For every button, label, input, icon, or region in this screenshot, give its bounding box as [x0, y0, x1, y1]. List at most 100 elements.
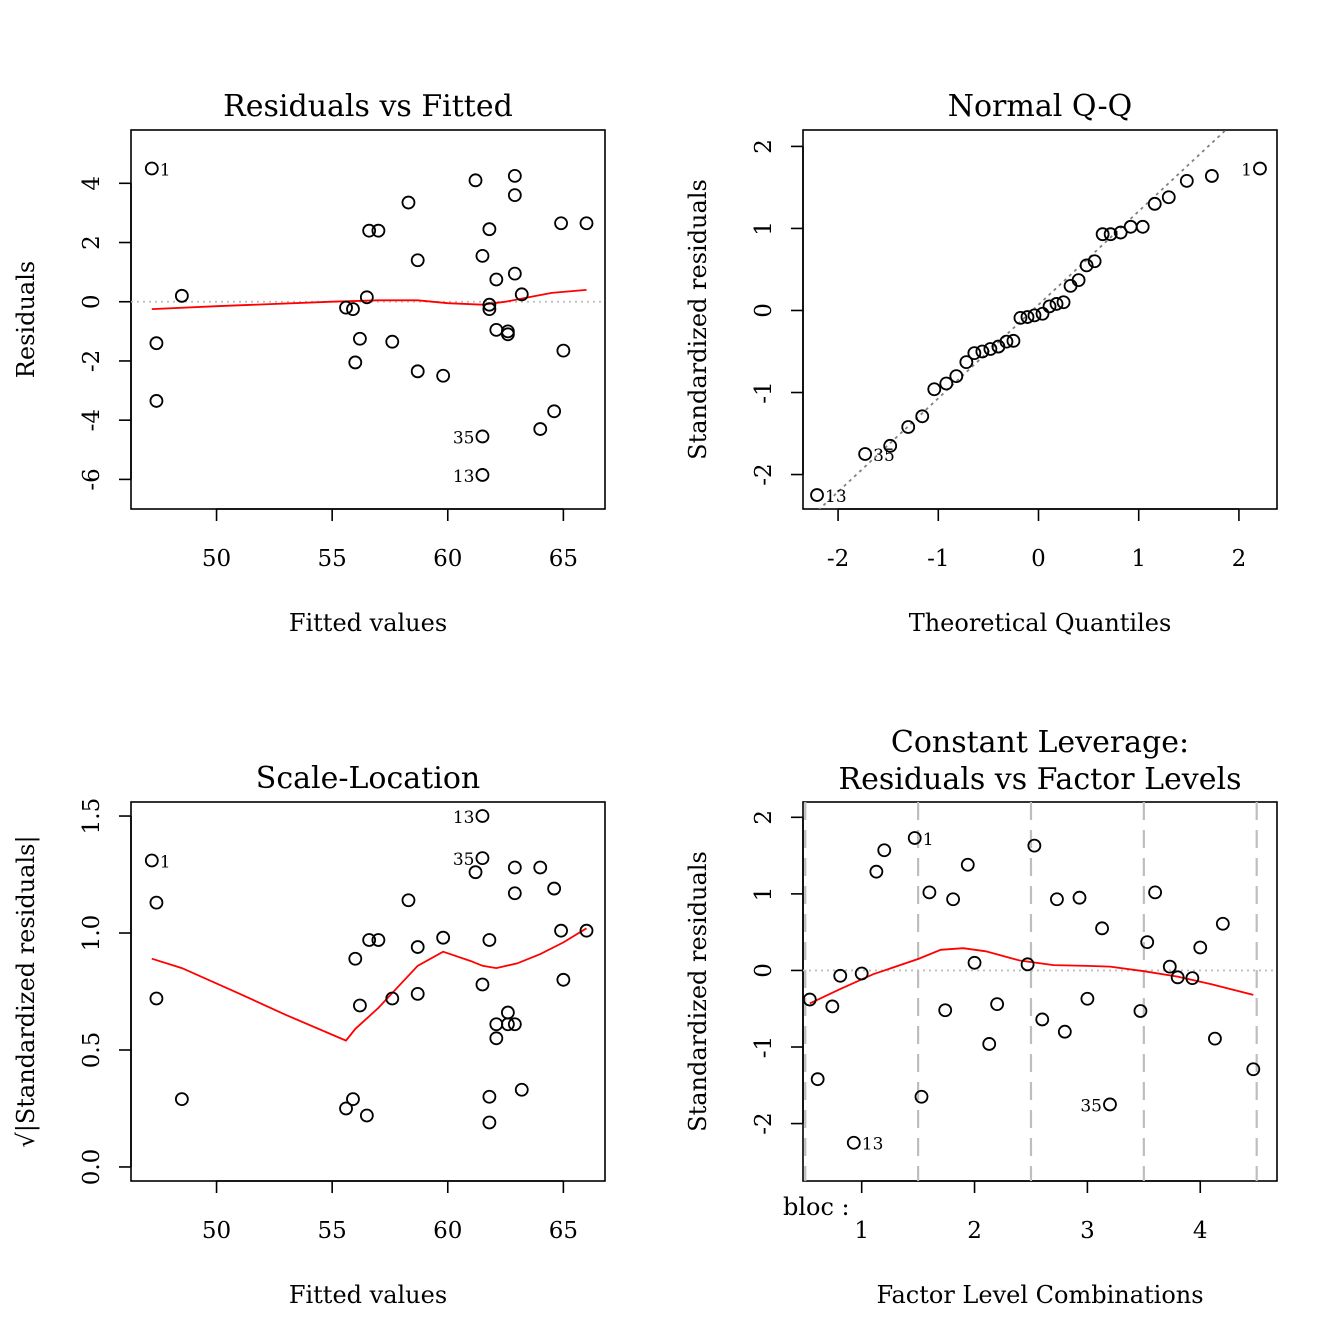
data-point — [949, 369, 964, 384]
data-point — [489, 1031, 504, 1046]
plot-frame — [130, 129, 606, 510]
x-tick-label: 60 — [433, 1218, 462, 1244]
data-point — [547, 881, 562, 896]
plot-title-line2: Residuals vs Factor Levels — [839, 762, 1242, 797]
data-point — [1204, 169, 1219, 183]
x-tick-label: 2 — [967, 1218, 982, 1244]
data-point — [489, 322, 504, 337]
data-point — [1050, 892, 1064, 907]
data-point — [556, 343, 571, 358]
data-point — [946, 892, 960, 907]
data-point — [1042, 299, 1057, 314]
x-tick-label: 65 — [549, 546, 578, 572]
red-smoother-line — [151, 927, 587, 1042]
data-point — [475, 429, 490, 444]
data-point — [149, 895, 164, 910]
data-point — [1027, 308, 1042, 323]
data-point — [556, 972, 571, 987]
data-point — [1161, 190, 1176, 205]
data-point — [1035, 1012, 1050, 1027]
data-point — [1103, 227, 1118, 242]
data-point — [1095, 921, 1109, 936]
data-point — [482, 933, 497, 947]
data-point — [1185, 971, 1200, 986]
data-point — [854, 966, 869, 981]
data-point — [1103, 1097, 1117, 1112]
data-point — [914, 1089, 929, 1104]
data-point — [1133, 1004, 1148, 1018]
data-point — [410, 940, 425, 954]
y-tick-label: -4 — [79, 409, 105, 431]
data-point — [967, 346, 982, 361]
x-axis-label: Factor Level Combinations — [876, 1281, 1203, 1309]
data-point — [500, 1005, 515, 1020]
x-tick-label: 0 — [1031, 546, 1046, 572]
point-label: 13 — [453, 808, 475, 828]
y-tick-label: 1.5 — [79, 798, 105, 835]
data-point — [475, 809, 490, 823]
data-point — [339, 300, 353, 315]
data-point — [482, 1089, 497, 1104]
data-point — [507, 168, 522, 183]
data-point — [1057, 1024, 1072, 1039]
data-point — [1246, 1062, 1261, 1077]
plot-title: Constant Leverage: — [891, 725, 1189, 760]
data-point — [1162, 959, 1177, 974]
data-point — [149, 991, 164, 1006]
y-tick-label: 1 — [751, 887, 777, 902]
x-tick-label: 3 — [1080, 1218, 1095, 1244]
data-point — [371, 223, 386, 238]
data-point — [579, 216, 594, 231]
data-point — [1049, 297, 1064, 311]
y-axis-label: Standardized residuals — [684, 851, 712, 1132]
data-point — [1080, 991, 1095, 1006]
data-point — [346, 302, 360, 317]
data-point — [907, 831, 922, 845]
data-point — [869, 864, 884, 879]
y-tick-label: 2 — [79, 235, 105, 250]
data-point — [982, 1037, 997, 1051]
data-point — [385, 991, 400, 1006]
data-point — [362, 223, 377, 238]
x-axis-label: Theoretical Quantiles — [909, 609, 1172, 637]
data-point — [149, 394, 164, 408]
x-tick-label: 50 — [202, 546, 231, 572]
data-point — [877, 843, 892, 858]
data-point — [468, 865, 483, 880]
data-point — [554, 923, 568, 938]
data-point — [915, 409, 930, 424]
data-point — [371, 933, 386, 947]
point-label: 35 — [873, 446, 895, 466]
y-tick-label: 1 — [751, 221, 777, 236]
data-point — [475, 977, 490, 992]
data-point — [482, 222, 497, 237]
data-point — [927, 382, 942, 397]
data-point — [1148, 885, 1163, 900]
data-point — [410, 364, 425, 379]
point-label: 1 — [160, 852, 171, 872]
data-point — [410, 253, 425, 268]
data-point — [144, 853, 159, 868]
data-point — [475, 468, 490, 482]
data-point — [1135, 219, 1150, 234]
data-point — [1095, 227, 1110, 242]
y-axis-label: √|Standardized residuals| — [12, 835, 41, 1147]
data-point — [579, 923, 594, 938]
data-point — [960, 857, 975, 872]
data-point — [983, 342, 998, 356]
y-tick-label: 1.0 — [79, 915, 105, 952]
data-point — [1193, 940, 1208, 955]
data-point — [999, 334, 1014, 349]
data-point — [802, 992, 817, 1007]
data-point — [1147, 196, 1162, 211]
x-tick-label: 65 — [549, 1218, 578, 1244]
data-point — [846, 1135, 861, 1150]
red-smoother-line — [151, 289, 587, 310]
data-point — [858, 447, 873, 461]
x-axis-label: Fitted values — [289, 609, 447, 637]
y-tick-label: 0 — [751, 963, 777, 978]
y-axis-label: Residuals — [12, 261, 40, 378]
data-point — [468, 173, 483, 188]
x-tick-label: 50 — [202, 1218, 231, 1244]
